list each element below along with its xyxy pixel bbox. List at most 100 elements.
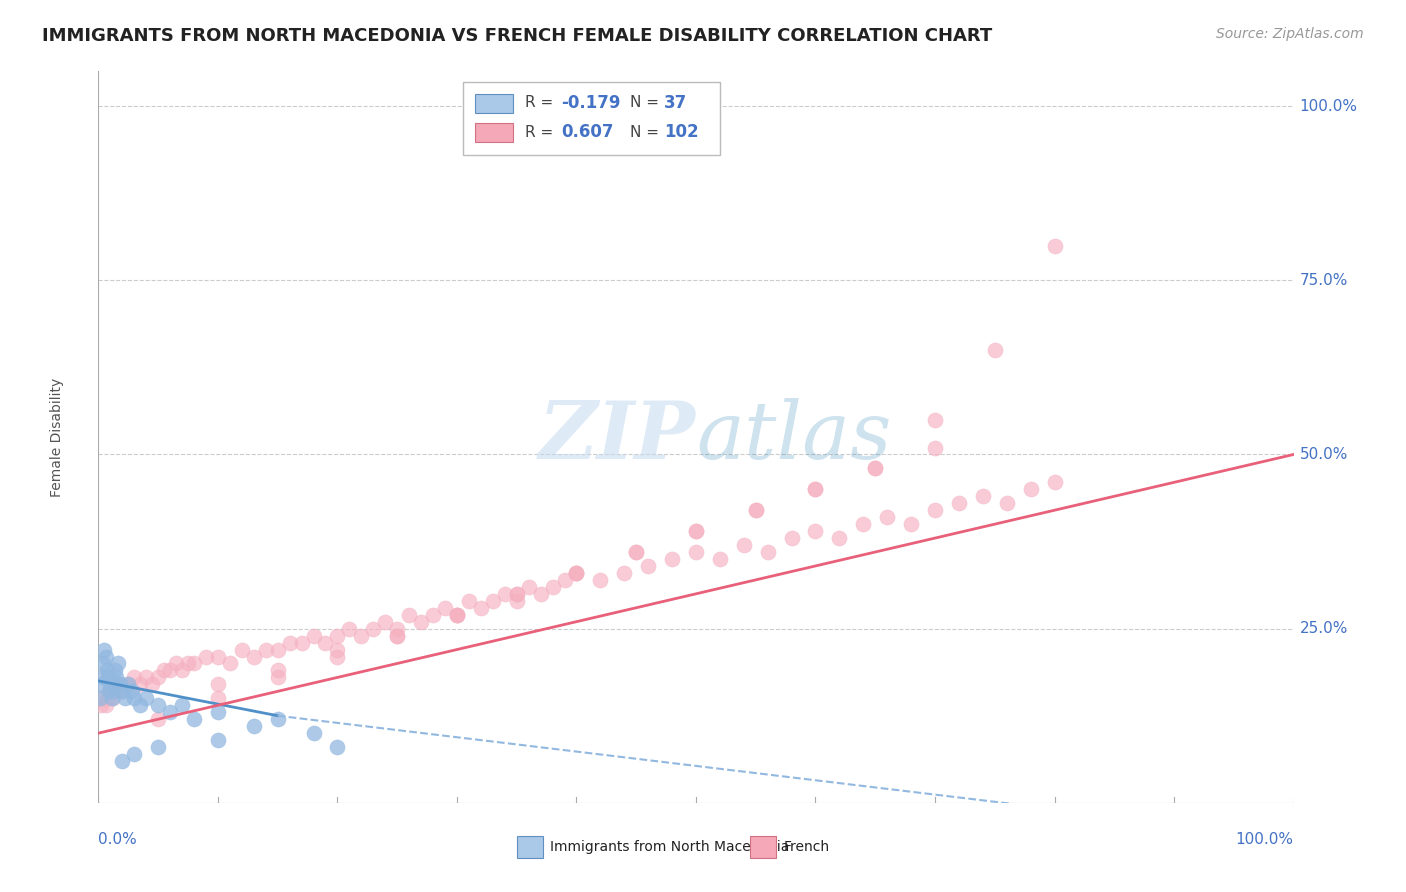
Point — [124, 691, 146, 706]
Point — [129, 677, 152, 691]
Point — [494, 587, 516, 601]
Point — [121, 684, 143, 698]
Point — [267, 664, 290, 678]
Point — [207, 705, 229, 719]
Point — [506, 587, 529, 601]
Point — [517, 580, 540, 594]
Point — [267, 642, 290, 657]
Text: 50.0%: 50.0% — [1299, 447, 1348, 462]
Point — [111, 754, 134, 768]
FancyBboxPatch shape — [749, 836, 776, 858]
Text: -0.179: -0.179 — [561, 94, 620, 112]
Point — [326, 649, 349, 664]
Point — [243, 719, 266, 733]
Point — [94, 698, 117, 713]
Point — [207, 649, 229, 664]
Point — [589, 573, 612, 587]
Point — [219, 657, 242, 671]
Point — [91, 657, 114, 671]
Point — [446, 607, 468, 622]
Point — [661, 552, 683, 566]
Point — [91, 691, 114, 706]
Point — [207, 691, 229, 706]
Point — [148, 698, 170, 713]
Point — [135, 691, 157, 706]
Point — [148, 670, 170, 684]
Point — [302, 726, 325, 740]
Point — [267, 670, 290, 684]
Point — [804, 524, 827, 538]
FancyBboxPatch shape — [463, 82, 720, 155]
Point — [91, 670, 114, 684]
Point — [984, 343, 1007, 357]
Point — [900, 517, 922, 532]
Point — [124, 747, 146, 761]
Text: Female Disability: Female Disability — [49, 377, 63, 497]
Point — [278, 635, 301, 649]
Point — [124, 670, 146, 684]
Point — [924, 412, 946, 426]
Point — [685, 524, 707, 538]
Point — [231, 642, 253, 657]
Point — [865, 461, 887, 475]
Point — [613, 566, 636, 580]
Text: French: French — [783, 839, 830, 854]
Point — [626, 545, 648, 559]
Text: ZIP: ZIP — [538, 399, 696, 475]
Point — [98, 684, 122, 698]
Text: IMMIGRANTS FROM NORTH MACEDONIA VS FRENCH FEMALE DISABILITY CORRELATION CHART: IMMIGRANTS FROM NORTH MACEDONIA VS FRENC… — [42, 27, 993, 45]
Point — [326, 740, 349, 755]
Point — [565, 566, 588, 580]
Point — [172, 698, 194, 713]
Point — [326, 642, 349, 657]
Point — [1019, 483, 1042, 497]
Text: 100.0%: 100.0% — [1236, 832, 1294, 847]
Text: 0.0%: 0.0% — [98, 832, 138, 847]
Text: Source: ZipAtlas.com: Source: ZipAtlas.com — [1216, 27, 1364, 41]
Point — [117, 677, 139, 691]
Point — [107, 657, 129, 671]
Text: 0.607: 0.607 — [561, 123, 613, 141]
Point — [1043, 475, 1066, 490]
Point — [972, 489, 994, 503]
Point — [89, 691, 111, 706]
Point — [530, 587, 553, 601]
Point — [470, 600, 492, 615]
Point — [385, 629, 409, 643]
Point — [108, 677, 131, 691]
Point — [90, 677, 112, 691]
Point — [385, 622, 409, 636]
Point — [104, 664, 127, 678]
Point — [111, 684, 134, 698]
Point — [148, 712, 170, 726]
Point — [350, 629, 373, 643]
Point — [865, 461, 887, 475]
Point — [626, 545, 648, 559]
Text: N =: N = — [630, 125, 664, 139]
Point — [756, 545, 779, 559]
Point — [153, 664, 176, 678]
Point — [172, 664, 194, 678]
Point — [177, 657, 200, 671]
Point — [385, 629, 409, 643]
Point — [506, 594, 529, 608]
FancyBboxPatch shape — [475, 123, 513, 143]
Point — [111, 684, 134, 698]
Point — [411, 615, 433, 629]
Point — [780, 531, 803, 545]
Point — [148, 740, 170, 755]
Point — [481, 594, 505, 608]
Point — [709, 552, 731, 566]
Text: 75.0%: 75.0% — [1299, 273, 1348, 288]
Point — [254, 642, 277, 657]
Point — [565, 566, 588, 580]
FancyBboxPatch shape — [517, 836, 543, 858]
Point — [315, 635, 337, 649]
Point — [114, 691, 136, 706]
Text: atlas: atlas — [696, 399, 891, 475]
Point — [398, 607, 420, 622]
Point — [117, 677, 139, 691]
Point — [637, 558, 659, 573]
Text: R =: R = — [524, 125, 558, 139]
Point — [326, 629, 349, 643]
